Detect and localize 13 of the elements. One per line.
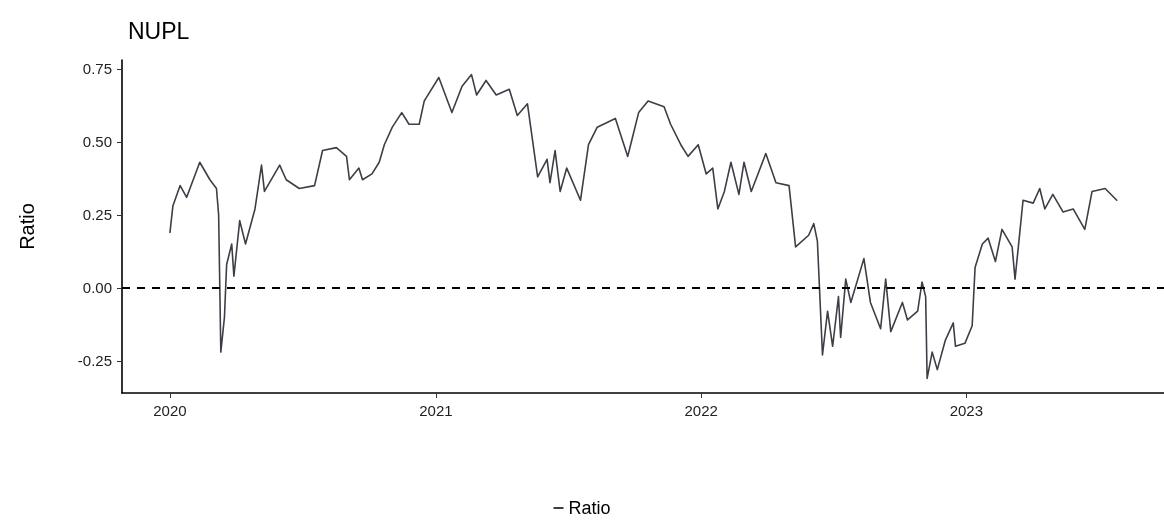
chart-title: NUPL [128, 17, 190, 44]
line-series [169, 73, 1118, 380]
y-tick-label: -0.25 [77, 352, 112, 370]
y-tick-label: 0.25 [82, 206, 112, 224]
legend-label: Ratio [568, 498, 611, 518]
y-tick-label: 0.00 [82, 279, 112, 297]
x-tick-label: 2022 [684, 402, 718, 419]
x-tick-label: 2023 [949, 402, 984, 419]
y-axis-title: Ratio [16, 203, 38, 250]
y-tick-label: 0.75 [82, 60, 112, 78]
x-tick-label: 2020 [153, 402, 187, 419]
x-tick-label: 2021 [419, 402, 453, 419]
y-tick-label: 0.50 [82, 133, 112, 151]
